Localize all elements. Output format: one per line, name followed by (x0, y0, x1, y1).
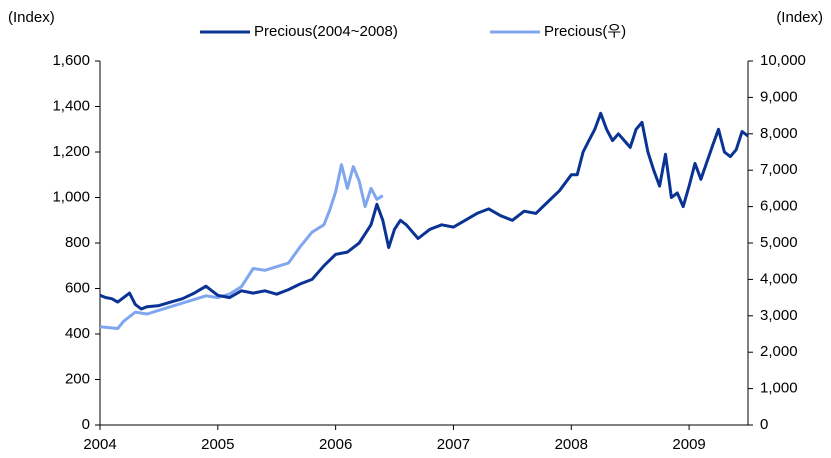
y2-tick-label: 3,000 (760, 307, 798, 324)
x-tick-label: 2006 (319, 436, 352, 453)
y2-tick-label: 4,000 (760, 270, 798, 287)
y-tick-label: 1,400 (52, 97, 90, 114)
y-tick-label: 800 (65, 234, 90, 251)
y-tick-label: 200 (65, 370, 90, 387)
y-tick-label: 1,000 (52, 188, 90, 205)
y-axis-title: (Index) (8, 9, 55, 26)
y2-axis-title: (Index) (776, 9, 823, 26)
x-tick-label: 2004 (83, 436, 116, 453)
y-tick-label: 1,600 (52, 52, 90, 69)
y2-tick-label: 7,000 (760, 161, 798, 178)
series-line (99, 163, 384, 330)
y2-tick-label: 8,000 (760, 125, 798, 142)
y2-tick-label: 5,000 (760, 234, 798, 251)
legend-label: Precious(우) (544, 23, 626, 40)
y2-tick-label: 6,000 (760, 198, 798, 215)
y-tick-label: 600 (65, 279, 90, 296)
y-tick-label: 400 (65, 325, 90, 342)
x-tick-label: 2005 (201, 436, 234, 453)
y2-tick-label: 1,000 (760, 380, 798, 397)
y2-tick-label: 9,000 (760, 88, 798, 105)
series-line (99, 111, 749, 311)
y2-tick-label: 0 (760, 416, 768, 433)
y-tick-label: 1,200 (52, 143, 90, 160)
x-tick-label: 2009 (672, 436, 705, 453)
y2-tick-label: 10,000 (760, 52, 806, 69)
x-tick-label: 2008 (555, 436, 588, 453)
legend-label: Precious(2004~2008) (254, 23, 398, 40)
y2-tick-label: 2,000 (760, 343, 798, 360)
x-tick-label: 2007 (437, 436, 470, 453)
y-tick-label: 0 (82, 416, 90, 433)
